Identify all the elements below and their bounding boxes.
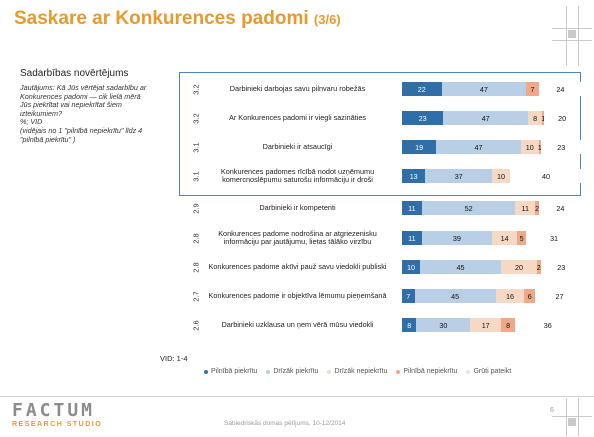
question-line: %; VID (20, 117, 43, 127)
bar-segment: 8 (500, 318, 516, 332)
bar-segment: 2 (535, 201, 539, 215)
bar-segment: 10 (491, 169, 510, 183)
stacked-bar: 194710123 (402, 140, 582, 154)
bar-segment: 13 (402, 169, 426, 183)
section-title: Sadarbības novērtējums (20, 68, 129, 79)
legend-item: Pilnībā nepiekrītu (396, 368, 457, 375)
legend-item: Drīzāk piekrītu (266, 368, 318, 375)
row-label: Konkurences padome aktīvi pauž savu vied… (208, 261, 387, 271)
legend-dot-icon (327, 369, 332, 374)
legend-item: Pilnībā piekrītu (204, 368, 257, 375)
vid-note: VID: 1-4 (160, 354, 188, 363)
bar-segment: 6 (524, 289, 536, 303)
bar-segment: 8 (527, 111, 543, 125)
highlight-box (179, 72, 581, 196)
legend-dot-icon (396, 369, 401, 374)
bar-segment: 47 (436, 140, 521, 154)
bar-segment: 11 (515, 201, 536, 215)
legend-dot-icon (266, 369, 271, 374)
stacked-bar: 23478120 (402, 111, 582, 125)
row-label: Konkurences padome nodrošina ar atgrieze… (218, 228, 377, 247)
legend-label: Drīzāk nepiekrītu (334, 368, 388, 375)
bar-segment: 23 (540, 260, 582, 274)
stacked-bar: 11 39 14 5 31 (402, 231, 582, 245)
footer-corner-decoration (552, 398, 592, 436)
bar-segment: 27 (535, 289, 584, 303)
bar-segment: 7 (526, 82, 539, 96)
row-label: Darbinieki darbojas savu pilnvaru robežā… (229, 83, 366, 93)
bar-segment: 22 (402, 82, 442, 96)
chart-legend: Pilnībā piekrītu Drīzāk piekrītu Drīzāk ne… (204, 368, 511, 375)
legend-dot-icon (466, 369, 471, 374)
row-label: Konkurences padomes rīcībā nodot uzņēmum… (220, 166, 375, 185)
bar-segment: 39 (421, 231, 492, 245)
legend-label: Drīzāk piekrītu (273, 368, 319, 375)
bar-segment: 30 (416, 318, 471, 332)
corner-decoration (552, 6, 592, 66)
bar-segment: 23 (540, 140, 582, 154)
logo-wordmark: FACTUM (12, 400, 96, 421)
bar-segment: 17 (470, 318, 501, 332)
bar-segment: 10 (520, 140, 539, 154)
bar-segment: 8 (402, 318, 417, 332)
legend-item: Drīzāk nepiekrītu (327, 368, 387, 375)
question-line: (vidējais no 1 "pilnībā nepiekrītu" līdz… (20, 125, 143, 135)
question-line: izteikumiem? (20, 108, 62, 118)
question-line: Jūs piekrītat vai nepiekrītat šiem (20, 100, 122, 110)
bar-segment: 24 (538, 201, 582, 215)
legend-label: Pilnībā nepiekrītu (403, 368, 458, 375)
bar-segment: 19 (402, 140, 437, 154)
bar-segment: 47 (443, 111, 528, 125)
stacked-bar: 10 45 20 2 23 (402, 260, 582, 274)
bar-segment: 20 (501, 260, 537, 274)
bar-segment: 16 (495, 289, 525, 303)
question-line: Konkurences padomi — cik lielā mērā (20, 91, 141, 101)
bar-segment: 45 (414, 289, 496, 303)
bar-segment: 11 (402, 201, 422, 215)
bar-segment: 47 (441, 82, 527, 96)
row-label: Darbinieki ir atsaucīgi (262, 141, 333, 151)
legend-dot-icon (204, 369, 208, 374)
row-label: Konkurences padome ir objektīva lēmumu p… (208, 290, 387, 300)
bar-segment: 36 (515, 318, 581, 332)
bar-segment: 2 (537, 260, 541, 274)
question-text: Jautājums: Kā Jūs vērtējat sadarbību ar … (20, 83, 180, 144)
bar-segment: 10 (402, 260, 420, 274)
stacked-bar: 8 30 17 8 36 (402, 318, 582, 332)
bar-segment: 7 (402, 289, 415, 303)
bar-segment: 45 (420, 260, 501, 274)
bar-segment: 20 (544, 111, 581, 125)
bar-segment: 11 (402, 231, 422, 245)
footer-text: Sabiedriskās domas pētījums, 10-12/2014 (224, 420, 346, 427)
slide-title: Saskare ar Konkurences padomi (3/6) (14, 8, 341, 30)
logo-tagline: RESEARCH STUDIO (12, 421, 103, 428)
stacked-bar: 7 45 16 6 27 (402, 289, 584, 303)
bar-segment: 1 (541, 111, 545, 125)
bar-segment: 40 (509, 169, 582, 183)
stacked-bar: 13 37 10 40 (402, 169, 582, 183)
bar-segment: 24 (538, 82, 582, 96)
footer-divider (0, 396, 594, 397)
stacked-bar: 11 52 11 2 24 (402, 201, 582, 215)
bar-segment: 5 (517, 231, 527, 245)
bar-segment: 1 (538, 140, 542, 154)
bar-segment: 31 (526, 231, 582, 245)
row-label: Ar Konkurences padomi ir viegli sazināti… (228, 112, 367, 122)
bar-segment: 14 (491, 231, 518, 245)
bar-segment: 52 (421, 201, 516, 215)
question-line: Jautājums: Kā Jūs vērtējat sadarbību ar (20, 83, 147, 92)
page-number: 6 (550, 407, 554, 414)
slide-title-suffix: (3/6) (313, 12, 341, 27)
question-line: "pilnībā piekrītu" ) (20, 134, 76, 144)
slide-title-text: Saskare ar Konkurences padomi (14, 8, 309, 29)
stacked-bar: 22 47 7 24 (402, 82, 582, 96)
row-label: Darbinieki ir kompetenti (259, 202, 336, 212)
legend-item: Grūti pateikt (466, 368, 511, 375)
factum-logo: FACTUM RESEARCH STUDIO (12, 402, 102, 429)
row-label: Darbinieki uzklausa un ņem vērā mūsu vie… (221, 319, 374, 329)
legend-label: Grūti pateikt (473, 368, 512, 375)
bar-segment: 23 (402, 111, 444, 125)
legend-label: Pilnībā piekrītu (211, 368, 258, 375)
bar-segment: 37 (425, 169, 492, 183)
